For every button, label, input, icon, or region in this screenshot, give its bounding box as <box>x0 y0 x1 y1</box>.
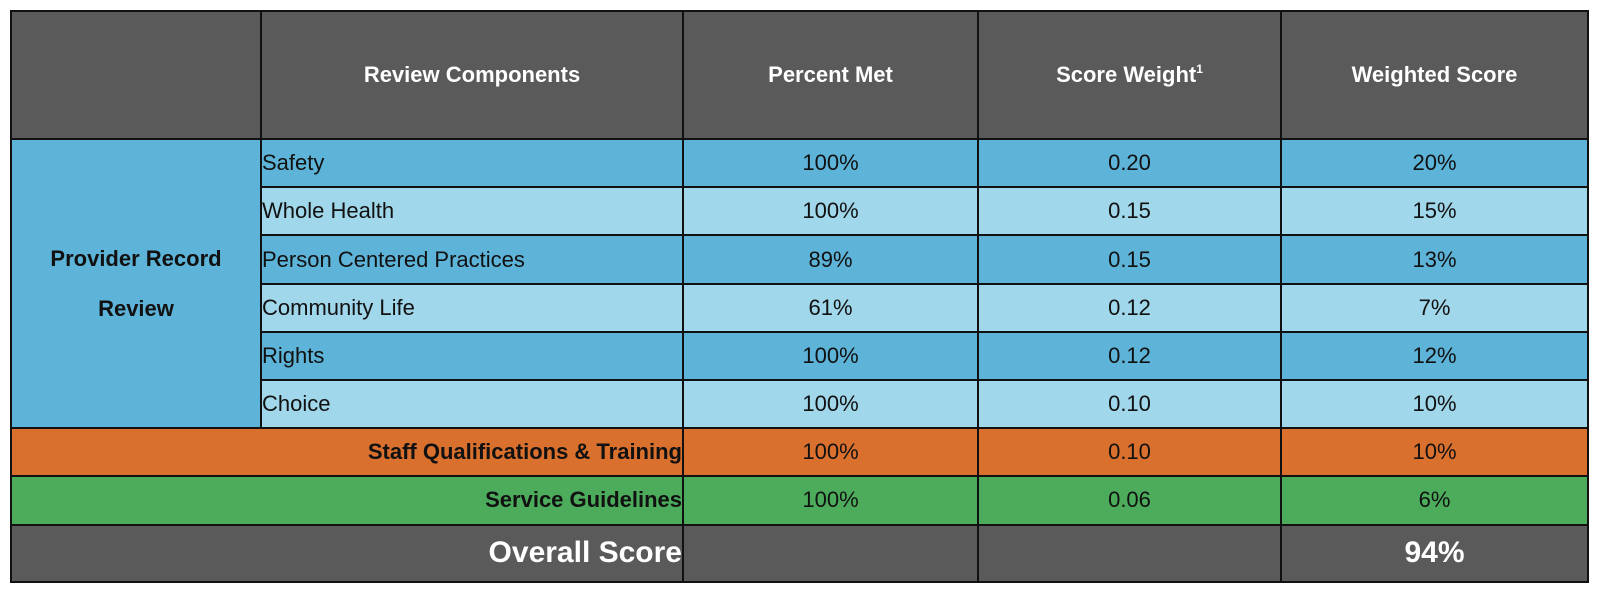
weighted-score-value: 13% <box>1280 234 1589 285</box>
percent-met-value: 100% <box>682 330 979 382</box>
weighted-score-value: 10% <box>1280 378 1589 430</box>
table-row: Provider Record Review Safety 100% 0.20 … <box>10 138 1589 430</box>
weighted-score-value: 10% <box>1280 427 1589 478</box>
weighted-score-value: 7% <box>1280 282 1589 333</box>
overall-percent-met-empty <box>682 523 979 584</box>
header-score-weight-cell: Score Weight1 <box>977 9 1282 141</box>
score-weight-value: 0.15 <box>977 234 1282 285</box>
table-row: Community Life 61% 0.12 7% <box>11 282 1589 333</box>
score-weight-value: 0.06 <box>977 475 1282 526</box>
weighted-score-value: 20% <box>1280 138 1589 189</box>
score-weight-value: 0.15 <box>977 186 1282 237</box>
percent-met-value: 100% <box>682 427 979 478</box>
component-name: Person Centered Practices <box>260 234 684 285</box>
score-weight-footnote: 1 <box>1196 62 1203 77</box>
service-guidelines-label: Service Guidelines <box>10 475 684 526</box>
percent-met-value: 100% <box>682 378 979 430</box>
score-weight-value: 0.12 <box>977 282 1282 333</box>
overall-score-weight-empty <box>977 523 1282 584</box>
staff-qualifications-row: Staff Qualifications & Training 100% 0.1… <box>10 427 1589 478</box>
group-label-provider-record-review: Provider Record Review <box>10 138 262 430</box>
service-guidelines-row: Service Guidelines 100% 0.06 6% <box>10 475 1589 526</box>
overall-score-row: Overall Score 94% <box>10 523 1589 584</box>
percent-met-value: 100% <box>682 138 979 189</box>
weighted-score-value: 15% <box>1280 186 1589 237</box>
percent-met-value: 100% <box>682 475 979 526</box>
table-row: Whole Health 100% 0.15 15% <box>11 186 1589 237</box>
score-weight-value: 0.10 <box>977 427 1282 478</box>
component-name: Safety <box>260 138 684 189</box>
header-score-weight: Score Weight <box>1056 62 1197 88</box>
overall-score-label: Overall Score <box>10 523 684 584</box>
percent-met-value: 100% <box>682 186 979 237</box>
score-table: Review Components Percent Met Score Weig… <box>10 9 1589 584</box>
staff-qualifications-label: Staff Qualifications & Training <box>10 427 684 478</box>
overall-weighted-score-value: 94% <box>1280 523 1589 584</box>
percent-met-value: 61% <box>682 282 979 333</box>
header-corner-cell <box>10 9 262 141</box>
header-weighted-score: Weighted Score <box>1280 9 1589 141</box>
weighted-score-value: 6% <box>1280 475 1589 526</box>
percent-met-value: 89% <box>682 234 979 285</box>
table-row: Person Centered Practices 89% 0.15 13% <box>11 234 1589 285</box>
score-weight-value: 0.12 <box>977 330 1282 382</box>
header-percent-met: Percent Met <box>682 9 979 141</box>
header-review-components: Review Components <box>260 9 684 141</box>
score-weight-value: 0.10 <box>977 378 1282 430</box>
table-row: Rights 100% 0.12 12% <box>11 330 1589 382</box>
header-row: Review Components Percent Met Score Weig… <box>10 9 1589 141</box>
score-weight-value: 0.20 <box>977 138 1282 189</box>
table-row: Choice 100% 0.10 10% <box>11 378 1589 430</box>
weighted-score-value: 12% <box>1280 330 1589 382</box>
component-name: Community Life <box>260 282 684 333</box>
component-name: Whole Health <box>260 186 684 237</box>
component-name: Rights <box>260 330 684 382</box>
component-name: Choice <box>260 378 684 430</box>
